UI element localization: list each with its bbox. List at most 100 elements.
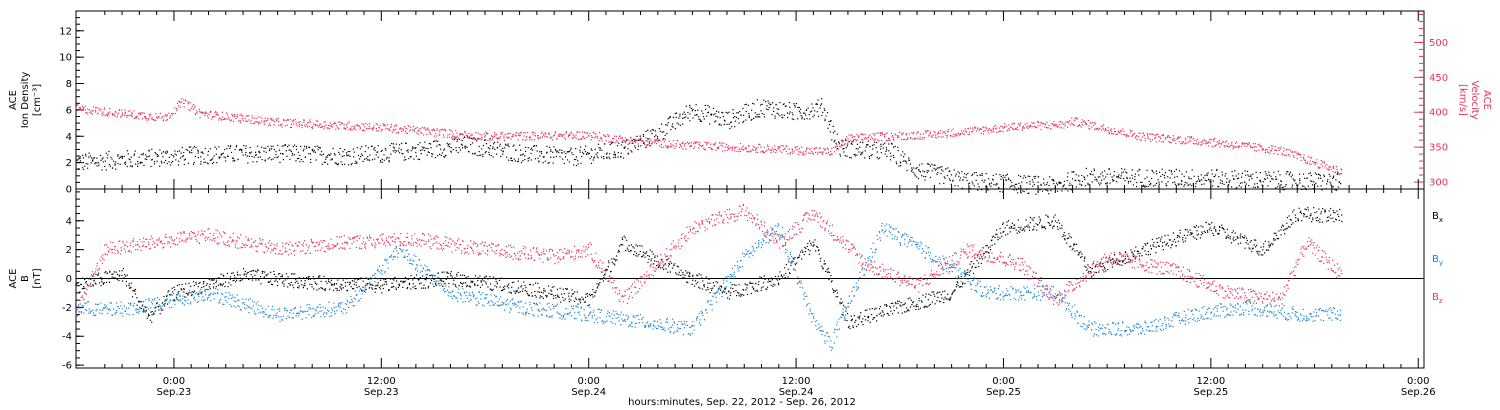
data-point [1197,175,1199,178]
data-point [495,280,497,283]
data-point [773,151,775,153]
data-point [460,143,463,145]
data-point [613,151,616,153]
data-point [506,156,508,158]
data-point [1200,144,1202,146]
data-point [605,268,607,270]
data-point [208,278,210,281]
data-point [487,140,489,142]
data-point [456,135,458,137]
data-point [1079,125,1081,127]
data-point [316,283,318,285]
data-point [961,171,963,173]
data-point [170,162,173,164]
data-point [674,112,676,115]
data-point [1240,186,1242,188]
data-point [738,151,740,153]
data-point [242,154,244,156]
data-point [166,150,168,152]
data-point [1324,165,1326,167]
data-point [179,101,181,104]
data-point [1100,125,1102,127]
data-point [809,240,811,242]
data-point [721,142,723,144]
data-point [424,278,426,280]
data-point [634,147,637,149]
data-point [1064,123,1066,125]
data-point [129,287,131,289]
data-point [1314,163,1316,165]
data-point [802,152,804,154]
data-point [1299,178,1301,180]
data-point [435,133,437,135]
data-point [1220,143,1222,145]
data-point [216,112,218,114]
data-point [750,282,752,285]
data-point [742,121,744,124]
data-point [1115,133,1117,135]
data-point [750,150,752,152]
data-point [304,145,306,147]
data-point [782,276,784,278]
data-point [309,119,311,121]
data-point [909,163,911,165]
data-point [226,272,228,274]
data-point [317,126,320,128]
data-point [137,160,139,163]
data-point [812,116,814,118]
data-point [534,158,536,160]
data-point [275,118,277,120]
data-point [268,281,270,283]
data-point [868,140,870,142]
data-point [1070,184,1072,186]
data-point [423,127,425,129]
data-point [897,300,899,302]
data-point [630,244,633,246]
data-point [84,105,86,107]
data-point [925,130,927,132]
data-point [1103,124,1105,126]
data-point [524,284,526,286]
data-point [460,282,462,284]
data-point [623,147,625,149]
data-point [1081,124,1084,126]
data-point [92,285,94,287]
data-point [151,310,153,313]
data-point [1156,182,1158,184]
data-point [361,146,363,148]
data-point [1044,189,1046,191]
data-point [1085,167,1087,169]
data-point [1170,171,1172,173]
data-point [1340,173,1342,175]
data-point [610,140,613,142]
data-point [938,131,940,133]
data-point [446,271,448,273]
data-point [601,156,603,158]
data-point [307,276,309,278]
data-point [809,250,811,252]
data-point [135,117,137,119]
data-point [429,131,431,133]
data-point [721,150,724,152]
data-point [91,275,93,277]
data-point [608,262,610,264]
data-point [918,138,920,140]
data-point [1093,128,1096,130]
data-point [138,156,140,158]
data-point [394,151,396,153]
data-point [168,290,170,292]
data-point [273,273,275,276]
data-point [180,288,182,290]
data-point [596,135,598,137]
data-point [925,296,927,298]
data-point [196,110,198,112]
data-point [511,160,514,162]
data-point [1290,149,1292,152]
data-point [192,108,194,110]
data-point [206,283,208,285]
data-point [763,152,765,154]
data-point [1192,182,1194,184]
data-point [1011,123,1013,125]
data-point [651,132,653,135]
data-point [739,150,742,152]
